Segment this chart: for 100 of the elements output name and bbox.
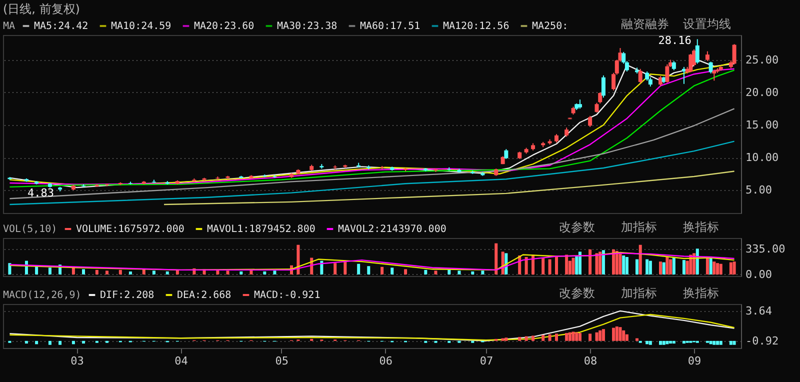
bar	[226, 270, 230, 274]
bar	[732, 262, 736, 274]
bar	[618, 252, 622, 274]
bar	[636, 259, 639, 274]
candlestick	[705, 50, 710, 62]
bar	[501, 338, 504, 341]
candlestick	[564, 127, 569, 138]
bar	[48, 340, 52, 345]
bar	[448, 270, 451, 274]
bar	[263, 271, 266, 274]
y-tick-label: -0.92	[746, 334, 779, 348]
bar	[662, 340, 666, 345]
text: 换指标	[683, 220, 719, 234]
bar	[712, 340, 716, 345]
candlestick	[658, 76, 662, 86]
bar	[612, 328, 616, 341]
bar	[555, 256, 558, 274]
legend-title: VOL(5,10)	[3, 224, 58, 235]
candlestick	[732, 44, 736, 65]
legend-label: DEA:2.668	[177, 290, 232, 301]
candlestick	[588, 115, 592, 128]
legend-label: MA120:12.56	[443, 21, 510, 32]
legend-label: MAVOL1:1879452.800	[207, 224, 316, 235]
bar	[128, 271, 132, 274]
bar	[8, 263, 12, 274]
bar	[390, 268, 394, 274]
bar	[598, 330, 602, 341]
bar	[682, 260, 686, 274]
bar	[598, 252, 602, 274]
bar	[434, 270, 438, 274]
bar	[518, 336, 522, 341]
bar	[682, 340, 686, 344]
chart-subtitle: (日线, 前复权)	[3, 2, 80, 16]
bar	[666, 257, 669, 274]
bar	[595, 332, 598, 341]
bar	[424, 270, 428, 274]
bar	[82, 340, 86, 344]
line-series	[163, 170, 735, 206]
bar	[602, 250, 605, 274]
bar	[320, 260, 324, 274]
text: 换指标	[683, 286, 719, 300]
bar	[669, 340, 672, 344]
bar	[612, 249, 616, 274]
bar	[696, 248, 699, 274]
bar	[588, 334, 592, 341]
y-tick-label: 0.00	[746, 268, 772, 281]
bar	[672, 340, 676, 344]
bar	[615, 326, 618, 341]
bar	[636, 338, 639, 341]
candlestick	[688, 53, 693, 73]
bar	[504, 338, 508, 341]
bar	[709, 340, 712, 344]
y-tick-label: 335.00	[746, 242, 786, 256]
bar	[166, 271, 169, 274]
bar	[72, 340, 75, 344]
bar	[622, 255, 626, 274]
candlestick	[598, 92, 602, 104]
bar	[367, 266, 370, 274]
bar	[662, 262, 666, 274]
bar	[95, 270, 98, 274]
bar	[716, 340, 720, 345]
legend-title: MACD(12,26,9)	[3, 290, 82, 301]
bar	[334, 263, 337, 274]
annotation: 4.83	[28, 186, 54, 200]
bar	[458, 270, 461, 274]
bar	[648, 260, 652, 274]
bar	[646, 340, 649, 344]
bar	[404, 269, 408, 274]
legend-label: DIF:2.208	[100, 290, 154, 301]
text: 改参数	[559, 286, 595, 300]
bar	[716, 263, 720, 274]
candlestick	[712, 69, 716, 82]
legend-label: VOLUME:1675972.000	[76, 224, 184, 235]
bar	[648, 340, 652, 345]
bar	[658, 262, 662, 274]
bar	[58, 340, 62, 345]
bar	[118, 270, 122, 274]
bar	[615, 250, 618, 274]
y-tick-label: 3.64	[746, 304, 772, 318]
bar	[548, 334, 552, 341]
bar	[575, 255, 578, 274]
bar	[35, 340, 38, 344]
bar	[572, 258, 575, 274]
bar	[595, 253, 598, 274]
annotation: 28.16	[658, 34, 692, 48]
bar	[152, 270, 156, 274]
bar	[706, 258, 709, 274]
bar	[709, 257, 712, 274]
bar	[481, 270, 484, 274]
bar	[719, 264, 722, 274]
x-tick-label: 09	[688, 354, 702, 368]
candlestick	[504, 148, 508, 160]
bar	[602, 329, 605, 341]
bar	[555, 334, 558, 341]
y-tick-label: 5.00	[746, 184, 772, 197]
text: 改参数	[559, 220, 595, 234]
bar	[344, 262, 347, 274]
legend-label: MA5:24.42	[34, 21, 88, 32]
bar	[578, 333, 582, 341]
bar	[618, 327, 622, 341]
